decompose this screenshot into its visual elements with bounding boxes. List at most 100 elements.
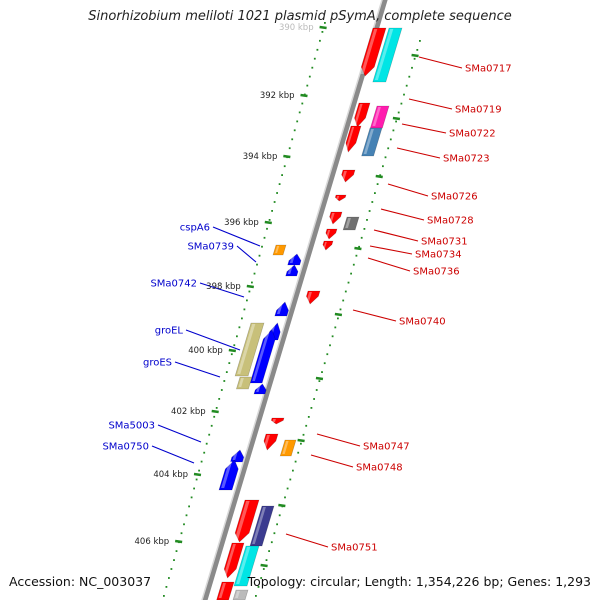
- gene-SMa0717-arrow: [360, 27, 387, 77]
- navy-feature: [249, 505, 275, 547]
- ruler-label: 402 kbp: [171, 407, 206, 417]
- ruler-label: 404 kbp: [153, 470, 188, 480]
- ruler-label: 392 kbp: [260, 91, 295, 101]
- gene-SMa0750-arrow: [218, 459, 239, 491]
- map-title: Sinorhizobium meliloti 1021 plasmid pSym…: [88, 9, 512, 24]
- gene-SMa0742-arrow: [274, 301, 289, 317]
- gene-SMa0736-arrow: [325, 228, 338, 240]
- gene-SMa0736-leader: [367, 257, 411, 272]
- gene-SMa0731-arrow: [329, 211, 343, 225]
- gene-SMa0723-label: SMa0723: [443, 154, 490, 165]
- gene-SMa0751-label: SMa0751: [331, 543, 378, 554]
- gene-SMa0748-feature: [279, 439, 297, 457]
- gene-SMa0736-label: SMa0736: [413, 267, 460, 278]
- gene-cspA6-label: cspA6: [180, 223, 210, 234]
- ruler-tick: [319, 25, 327, 30]
- ruler-tick: [300, 93, 308, 98]
- ruler-tick: [193, 472, 202, 477]
- gene-SMa0748-label: SMa0748: [356, 463, 403, 474]
- gene-SMa0734-feature: [342, 216, 360, 231]
- ruler-tick: [283, 154, 291, 159]
- gene-SMa0722-leader: [401, 123, 447, 134]
- scale-tick: [278, 503, 286, 508]
- gene-SMa0747-arrow: [270, 417, 285, 425]
- gene-groES-leader: [174, 361, 221, 378]
- gene-SMa0726-leader: [387, 183, 429, 197]
- gene-SMa0740-leader: [352, 309, 397, 322]
- backbone-line: [202, 0, 388, 600]
- red-arrow-lower: [223, 542, 245, 579]
- cyan-feature: [372, 27, 403, 83]
- gray-feature-bottom: [232, 589, 249, 600]
- ruler-label: 396 kbp: [224, 218, 259, 228]
- ruler-label: 390 kbp: [279, 23, 314, 33]
- ruler-tick: [174, 539, 183, 544]
- ruler-tick: [264, 220, 272, 225]
- scale-tick: [315, 376, 324, 381]
- gene-SMa0740-label: SMa0740: [399, 317, 446, 328]
- gene-SMa0739-leader: [236, 245, 257, 263]
- gene-SMa0731-label: SMa0731: [421, 237, 468, 248]
- ruler-tick: [228, 348, 237, 353]
- scale-tick: [297, 438, 305, 443]
- gene-SMa0717-label: SMa0717: [465, 64, 512, 75]
- ruler-tick: [246, 284, 254, 289]
- gene-SMa0728-arrow: [334, 194, 347, 202]
- gene-SMa0726-arrow: [341, 169, 356, 183]
- gene-SMa0750-label: SMa0750: [102, 442, 149, 453]
- scale-tick: [392, 116, 401, 121]
- gene-SMa0747-label: SMa0747: [363, 442, 410, 453]
- ruler-label: 398 kbp: [206, 282, 241, 292]
- gene-groEL-label: groEL: [155, 326, 184, 337]
- gene-SMa0742-label: SMa0742: [150, 279, 197, 290]
- gene-SMa0747-leader: [316, 433, 361, 447]
- gene-SMa0734-leader: [369, 245, 413, 255]
- gene-SMa0748-leader: [310, 454, 354, 468]
- gene-SMa0722-label: SMa0722: [449, 129, 496, 140]
- gene-SMa0719-label: SMa0719: [455, 105, 502, 116]
- gene-SMa0728-label: SMa0728: [427, 216, 474, 227]
- ruler-tick: [211, 409, 219, 414]
- ruler-label: 394 kbp: [243, 152, 278, 162]
- ruler-label: 406 kbp: [135, 537, 170, 547]
- scale-track-outer: [255, 40, 421, 597]
- gene-SMa5003-leader: [157, 424, 202, 443]
- topology-label: Topology: circular; Length: 1,354,226 bp…: [247, 574, 591, 589]
- cyan-feature-lower: [233, 545, 260, 587]
- red-small-feature: [345, 125, 362, 153]
- backbone-shadow: [201, 0, 383, 600]
- gene-SMa0750-leader: [151, 445, 195, 464]
- gene-SMa0728-leader: [380, 208, 425, 221]
- gene-SMa0731-leader: [373, 229, 419, 242]
- gene-SMa5003-arrow: [229, 449, 245, 463]
- gene-groES-label: groES: [143, 358, 172, 369]
- blue-long-arrow: [249, 329, 276, 384]
- accession-label: Accession: NC_003037: [9, 574, 152, 589]
- gene-SMa0717-leader: [418, 56, 463, 69]
- scale-tick: [375, 174, 383, 179]
- gene-groES-feature: [235, 376, 253, 390]
- scale-tick: [411, 53, 419, 58]
- gene-groEL-leader: [185, 329, 241, 351]
- gene-SMa0719-leader: [408, 98, 453, 110]
- gene-SMa0726-label: SMa0726: [431, 192, 478, 203]
- red-tiny-feature: [322, 240, 334, 251]
- red-arrow-bottom: [216, 581, 235, 600]
- blue-arrow-268: [285, 264, 299, 277]
- gene-SMa0751-arrow: [234, 499, 260, 543]
- gene-cspA6-feature: [272, 244, 287, 256]
- gene-SMa0723-feature: [361, 127, 383, 157]
- gene-SMa0723-leader: [396, 147, 441, 159]
- gene-SMa0734-label: SMa0734: [415, 250, 462, 261]
- gene-groEL-feature: [234, 322, 265, 377]
- gene-SMa5003-label: SMa5003: [108, 421, 155, 432]
- scale-tick: [354, 246, 362, 251]
- gene-cspA6-leader: [212, 226, 261, 247]
- scale-tick: [260, 563, 268, 568]
- gene-SMa0739-label: SMa0739: [187, 242, 234, 253]
- blue-arrow-388: [253, 383, 267, 395]
- gene-SMa0742-leader: [199, 282, 245, 298]
- gene-SMa0722-feature: [369, 105, 390, 129]
